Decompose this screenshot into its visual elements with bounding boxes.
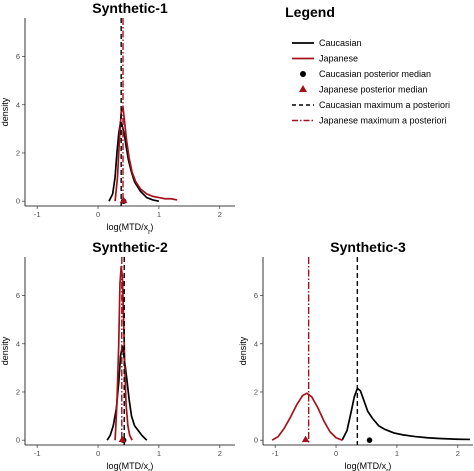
- y-tick-label: 4: [16, 100, 20, 109]
- legend-circle-key: [300, 71, 306, 77]
- legend-label: Japanese: [319, 54, 358, 64]
- x-tick-label: -1: [34, 210, 41, 219]
- y-tick-label: 4: [16, 339, 20, 348]
- legend-label: Japanese posterior median: [319, 85, 428, 95]
- legend-item: Japanese: [292, 54, 358, 64]
- caucasian-median-point: [366, 437, 373, 443]
- japanese-median-marker: [118, 435, 127, 443]
- panel-1: Synthetic-1 0 2 4 6 -1 0 1 2 density log(MTD/xr): [0, 0, 235, 236]
- legend-title: Legend: [285, 4, 335, 20]
- y-tick-label: 6: [16, 52, 20, 61]
- x-tick-label: 1: [157, 210, 161, 219]
- x-tick-label: 0: [334, 449, 338, 458]
- japanese-median-marker: [119, 196, 128, 204]
- x-tick-label: 1: [395, 449, 399, 458]
- y-tick-label: 0: [254, 436, 258, 445]
- x-tick-label: -1: [272, 449, 279, 458]
- legend-item: Japanese posterior median: [299, 85, 428, 95]
- panel-3: Synthetic-3 0 2 4 6 -1 0 1 2 density log(MTD/xr): [238, 239, 473, 471]
- japanese-density-line: [271, 392, 343, 441]
- x-tick-label: 0: [96, 449, 100, 458]
- legend-item: Caucasian maximum a posteriori: [292, 100, 450, 110]
- legend-label: Caucasian posterior median: [319, 69, 431, 79]
- y-tick-label: 0: [16, 197, 20, 206]
- panel-2: Synthetic-2 0 2 4 6 -1 0 1 2 density log(MTD/xr): [0, 239, 235, 471]
- japanese-density-line: [114, 106, 178, 202]
- x-tick-label: 2: [218, 210, 222, 219]
- y-tick-label: 6: [16, 291, 20, 300]
- y-tick-label: 2: [16, 148, 20, 157]
- legend-label: Caucasian maximum a posteriori: [319, 100, 450, 110]
- x-axis-label: log(MTD/xr): [107, 222, 154, 236]
- legend-triangle-key: [299, 85, 307, 92]
- caucasian-density-line: [341, 387, 470, 441]
- legend-item: Caucasian posterior median: [300, 69, 431, 79]
- legend: Legend Caucasian Japanese Caucasian posteri…: [285, 4, 450, 126]
- x-axis-label: log(MTD/xr): [107, 461, 154, 471]
- y-tick-label: 4: [254, 339, 258, 348]
- y-axis-label: density: [0, 97, 10, 126]
- x-tick-label: -1: [34, 449, 41, 458]
- x-tick-label: 0: [96, 210, 100, 219]
- legend-item: Caucasian: [292, 38, 362, 48]
- x-axis-label: log(MTD/xr): [345, 461, 392, 471]
- y-tick-label: 2: [254, 387, 258, 396]
- x-tick-label: 1: [157, 449, 161, 458]
- x-tick-label: 2: [456, 449, 460, 458]
- legend-item: Japanese maximum a posteriori: [292, 116, 447, 126]
- x-tick-label: 2: [218, 449, 222, 458]
- caucasian-density-line: [108, 120, 160, 203]
- y-tick-label: 0: [16, 436, 20, 445]
- japanese-median-marker: [301, 435, 310, 443]
- panel-title: Synthetic-3: [330, 239, 406, 255]
- panel-title: Synthetic-1: [92, 0, 168, 16]
- panel-title: Synthetic-2: [92, 239, 168, 255]
- legend-label: Caucasian: [319, 38, 362, 48]
- y-tick-label: 6: [254, 291, 258, 300]
- y-axis-label: density: [0, 336, 10, 365]
- y-tick-label: 2: [16, 387, 20, 396]
- legend-label: Japanese maximum a posteriori: [319, 116, 447, 126]
- y-axis-label: density: [238, 336, 248, 365]
- caucasian-density-line: [106, 345, 148, 441]
- japanese-density-line: [114, 265, 133, 441]
